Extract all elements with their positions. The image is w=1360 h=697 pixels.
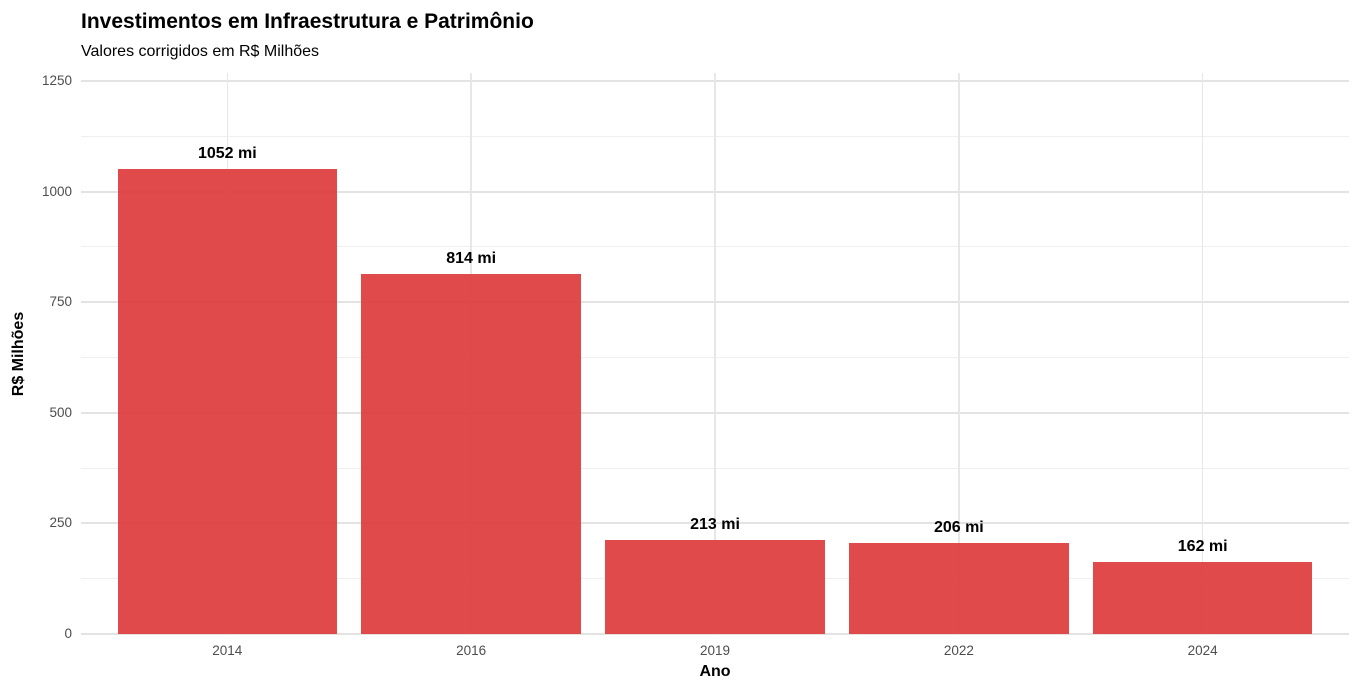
y-axis-title: R$ Milhões	[10, 311, 27, 397]
y-tick-label: 1000	[41, 183, 72, 199]
x-tick-label: 2019	[699, 643, 731, 658]
x-tick-label: 2022	[943, 643, 974, 658]
bar-value-label: 1052 mi	[197, 144, 257, 162]
y-tick-label: 250	[49, 515, 72, 531]
y-tick-label: 1250	[41, 72, 72, 88]
bar-value-label: 213 mi	[690, 515, 740, 533]
gridline-x	[714, 73, 716, 634]
y-tick-label: 500	[49, 404, 72, 420]
bar-2016	[361, 273, 581, 634]
x-tick-label: 2016	[456, 643, 487, 658]
chart-title: Investimentos em Infraestrutura e Patrim…	[81, 10, 534, 33]
x-tick-label: 2024	[1187, 643, 1218, 658]
bar-2024	[1092, 562, 1313, 634]
plot-panel: 1052 mi 814 mi 213 mi 206 mi 162 mi 0 250 500 75…	[42, 73, 1349, 658]
bar-value-label: 162 mi	[1177, 538, 1228, 556]
bar-value-label: 814 mi	[446, 249, 497, 267]
bar-2022	[849, 542, 1069, 634]
bar-2014	[117, 168, 338, 634]
gridline-x	[958, 73, 960, 634]
chart-subtitle: Valores corrigidos em R$ Milhões	[81, 43, 320, 60]
bar-value-label: 206 mi	[933, 518, 984, 536]
y-tick-label: 750	[49, 294, 72, 310]
x-axis-title: Ano	[699, 663, 731, 680]
y-tick-label: 0	[64, 626, 72, 641]
gridline-major-y	[81, 633, 1349, 635]
bar-2019	[605, 539, 825, 634]
x-tick-label: 2014	[212, 643, 243, 658]
gridline-x	[1201, 73, 1204, 634]
